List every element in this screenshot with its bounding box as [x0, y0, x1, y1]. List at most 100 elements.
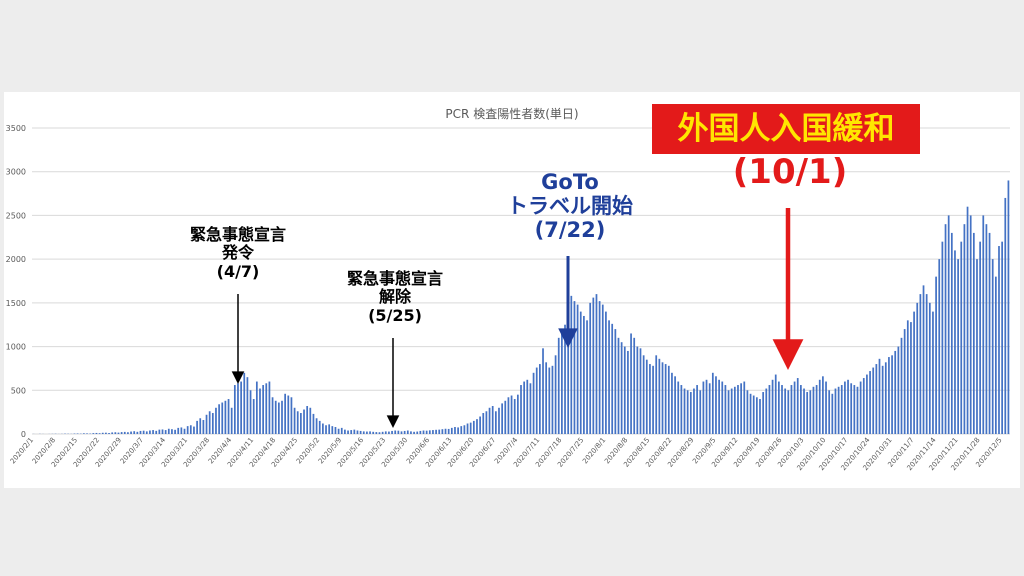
bar — [381, 431, 384, 434]
bar — [523, 381, 526, 434]
bar — [636, 346, 639, 434]
bar — [557, 337, 560, 434]
y-tick-label: 3000 — [6, 168, 26, 177]
annotation-emergency-line1: 緊急事態宣言 — [189, 225, 286, 244]
bar — [784, 388, 787, 434]
bar — [133, 431, 136, 434]
bar — [620, 342, 623, 434]
bar — [252, 399, 255, 434]
bar — [583, 315, 585, 434]
bar — [570, 295, 573, 434]
bar — [189, 425, 192, 434]
bar — [988, 232, 991, 434]
bar — [435, 429, 437, 434]
bar — [592, 297, 595, 434]
bar — [406, 430, 409, 434]
bar — [413, 431, 415, 434]
bar — [356, 430, 359, 434]
arrow-foreign-entry-icon — [772, 208, 804, 370]
bar — [881, 365, 884, 434]
bar — [312, 413, 315, 434]
bar — [243, 372, 246, 434]
bar — [123, 431, 126, 434]
bar — [142, 430, 145, 434]
bar — [507, 397, 510, 434]
bar — [510, 395, 513, 434]
bar — [259, 388, 261, 434]
bar — [193, 426, 195, 434]
bar — [450, 427, 453, 434]
bar — [86, 433, 88, 434]
bar — [136, 431, 139, 434]
bar — [573, 301, 576, 434]
bar — [935, 276, 937, 434]
bar — [293, 407, 296, 434]
bar — [671, 372, 673, 434]
bar — [388, 431, 390, 434]
bar — [790, 385, 793, 434]
bar — [111, 432, 114, 434]
bar — [991, 259, 994, 434]
bar — [979, 241, 981, 434]
bar — [403, 430, 406, 434]
bar — [878, 358, 881, 434]
bar — [894, 350, 897, 434]
bar — [268, 381, 271, 434]
bar — [366, 431, 368, 434]
bar — [265, 383, 268, 434]
bar — [425, 430, 428, 434]
bar — [586, 320, 588, 434]
bar — [831, 393, 834, 434]
bar — [897, 346, 900, 434]
bar — [749, 393, 752, 434]
bar — [526, 379, 529, 434]
bar — [875, 364, 878, 434]
bar — [504, 400, 507, 434]
bar — [891, 355, 893, 434]
bar — [472, 420, 475, 434]
bar — [844, 381, 846, 434]
bar — [287, 395, 290, 434]
bar — [661, 362, 664, 434]
bar — [183, 428, 186, 434]
bar — [737, 385, 739, 434]
bar — [765, 388, 768, 434]
bar — [853, 385, 856, 434]
bar — [454, 427, 456, 434]
bar — [186, 426, 189, 434]
annotation-emergency-line2: 発令 — [221, 243, 254, 263]
bar — [781, 385, 783, 434]
bar — [501, 403, 503, 434]
bar — [752, 395, 755, 434]
bar — [199, 418, 202, 434]
arrow-emergency-icon — [231, 294, 245, 384]
bar — [158, 429, 161, 434]
bar — [998, 246, 1000, 434]
bar — [963, 224, 966, 434]
arrow-goto-icon — [558, 256, 578, 348]
bar — [334, 427, 337, 434]
bar — [862, 378, 865, 434]
bar — [825, 381, 827, 434]
bar — [372, 431, 375, 434]
bar — [680, 385, 683, 434]
bar — [378, 432, 381, 434]
bar — [340, 427, 343, 434]
bar — [542, 348, 544, 434]
bar — [309, 407, 312, 434]
bar — [428, 430, 431, 434]
bar — [884, 362, 887, 434]
bar — [290, 397, 293, 434]
bar — [627, 350, 629, 434]
bar — [218, 404, 220, 434]
bar — [469, 422, 472, 434]
bar — [479, 416, 481, 434]
annotation-goto-date: (7/22) — [534, 218, 606, 243]
arrow-lift-icon — [386, 338, 400, 428]
bar — [328, 424, 331, 434]
bar — [476, 419, 478, 434]
bar — [337, 428, 340, 434]
bar — [718, 379, 720, 434]
bar — [300, 413, 302, 434]
bar — [928, 302, 931, 434]
